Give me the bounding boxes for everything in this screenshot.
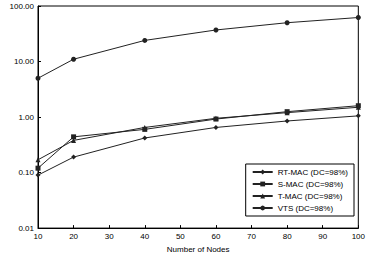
svg-text:Number of Nodes: Number of Nodes bbox=[167, 245, 230, 254]
svg-text:60: 60 bbox=[212, 232, 221, 241]
svg-text:50: 50 bbox=[176, 232, 185, 241]
svg-text:40: 40 bbox=[140, 232, 149, 241]
svg-text:T-MAC (DC=98%): T-MAC (DC=98%) bbox=[278, 192, 343, 201]
svg-text:70: 70 bbox=[247, 232, 256, 241]
svg-text:80: 80 bbox=[283, 232, 292, 241]
svg-text:10: 10 bbox=[34, 232, 43, 241]
svg-text:90: 90 bbox=[318, 232, 327, 241]
svg-text:0.01: 0.01 bbox=[18, 224, 34, 233]
svg-text:10.00: 10.00 bbox=[14, 57, 35, 66]
svg-text:1.00: 1.00 bbox=[18, 113, 34, 122]
svg-text:S-MAC (DC=98%): S-MAC (DC=98%) bbox=[278, 180, 344, 189]
svg-text:0.10: 0.10 bbox=[18, 168, 34, 177]
svg-text:VTS (DC=98%): VTS (DC=98%) bbox=[278, 204, 334, 213]
svg-text:30: 30 bbox=[105, 232, 114, 241]
svg-text:RT-MAC (DC=98%): RT-MAC (DC=98%) bbox=[278, 168, 349, 177]
svg-text:100.00: 100.00 bbox=[10, 2, 35, 11]
svg-text:100: 100 bbox=[352, 232, 366, 241]
svg-text:20: 20 bbox=[69, 232, 78, 241]
